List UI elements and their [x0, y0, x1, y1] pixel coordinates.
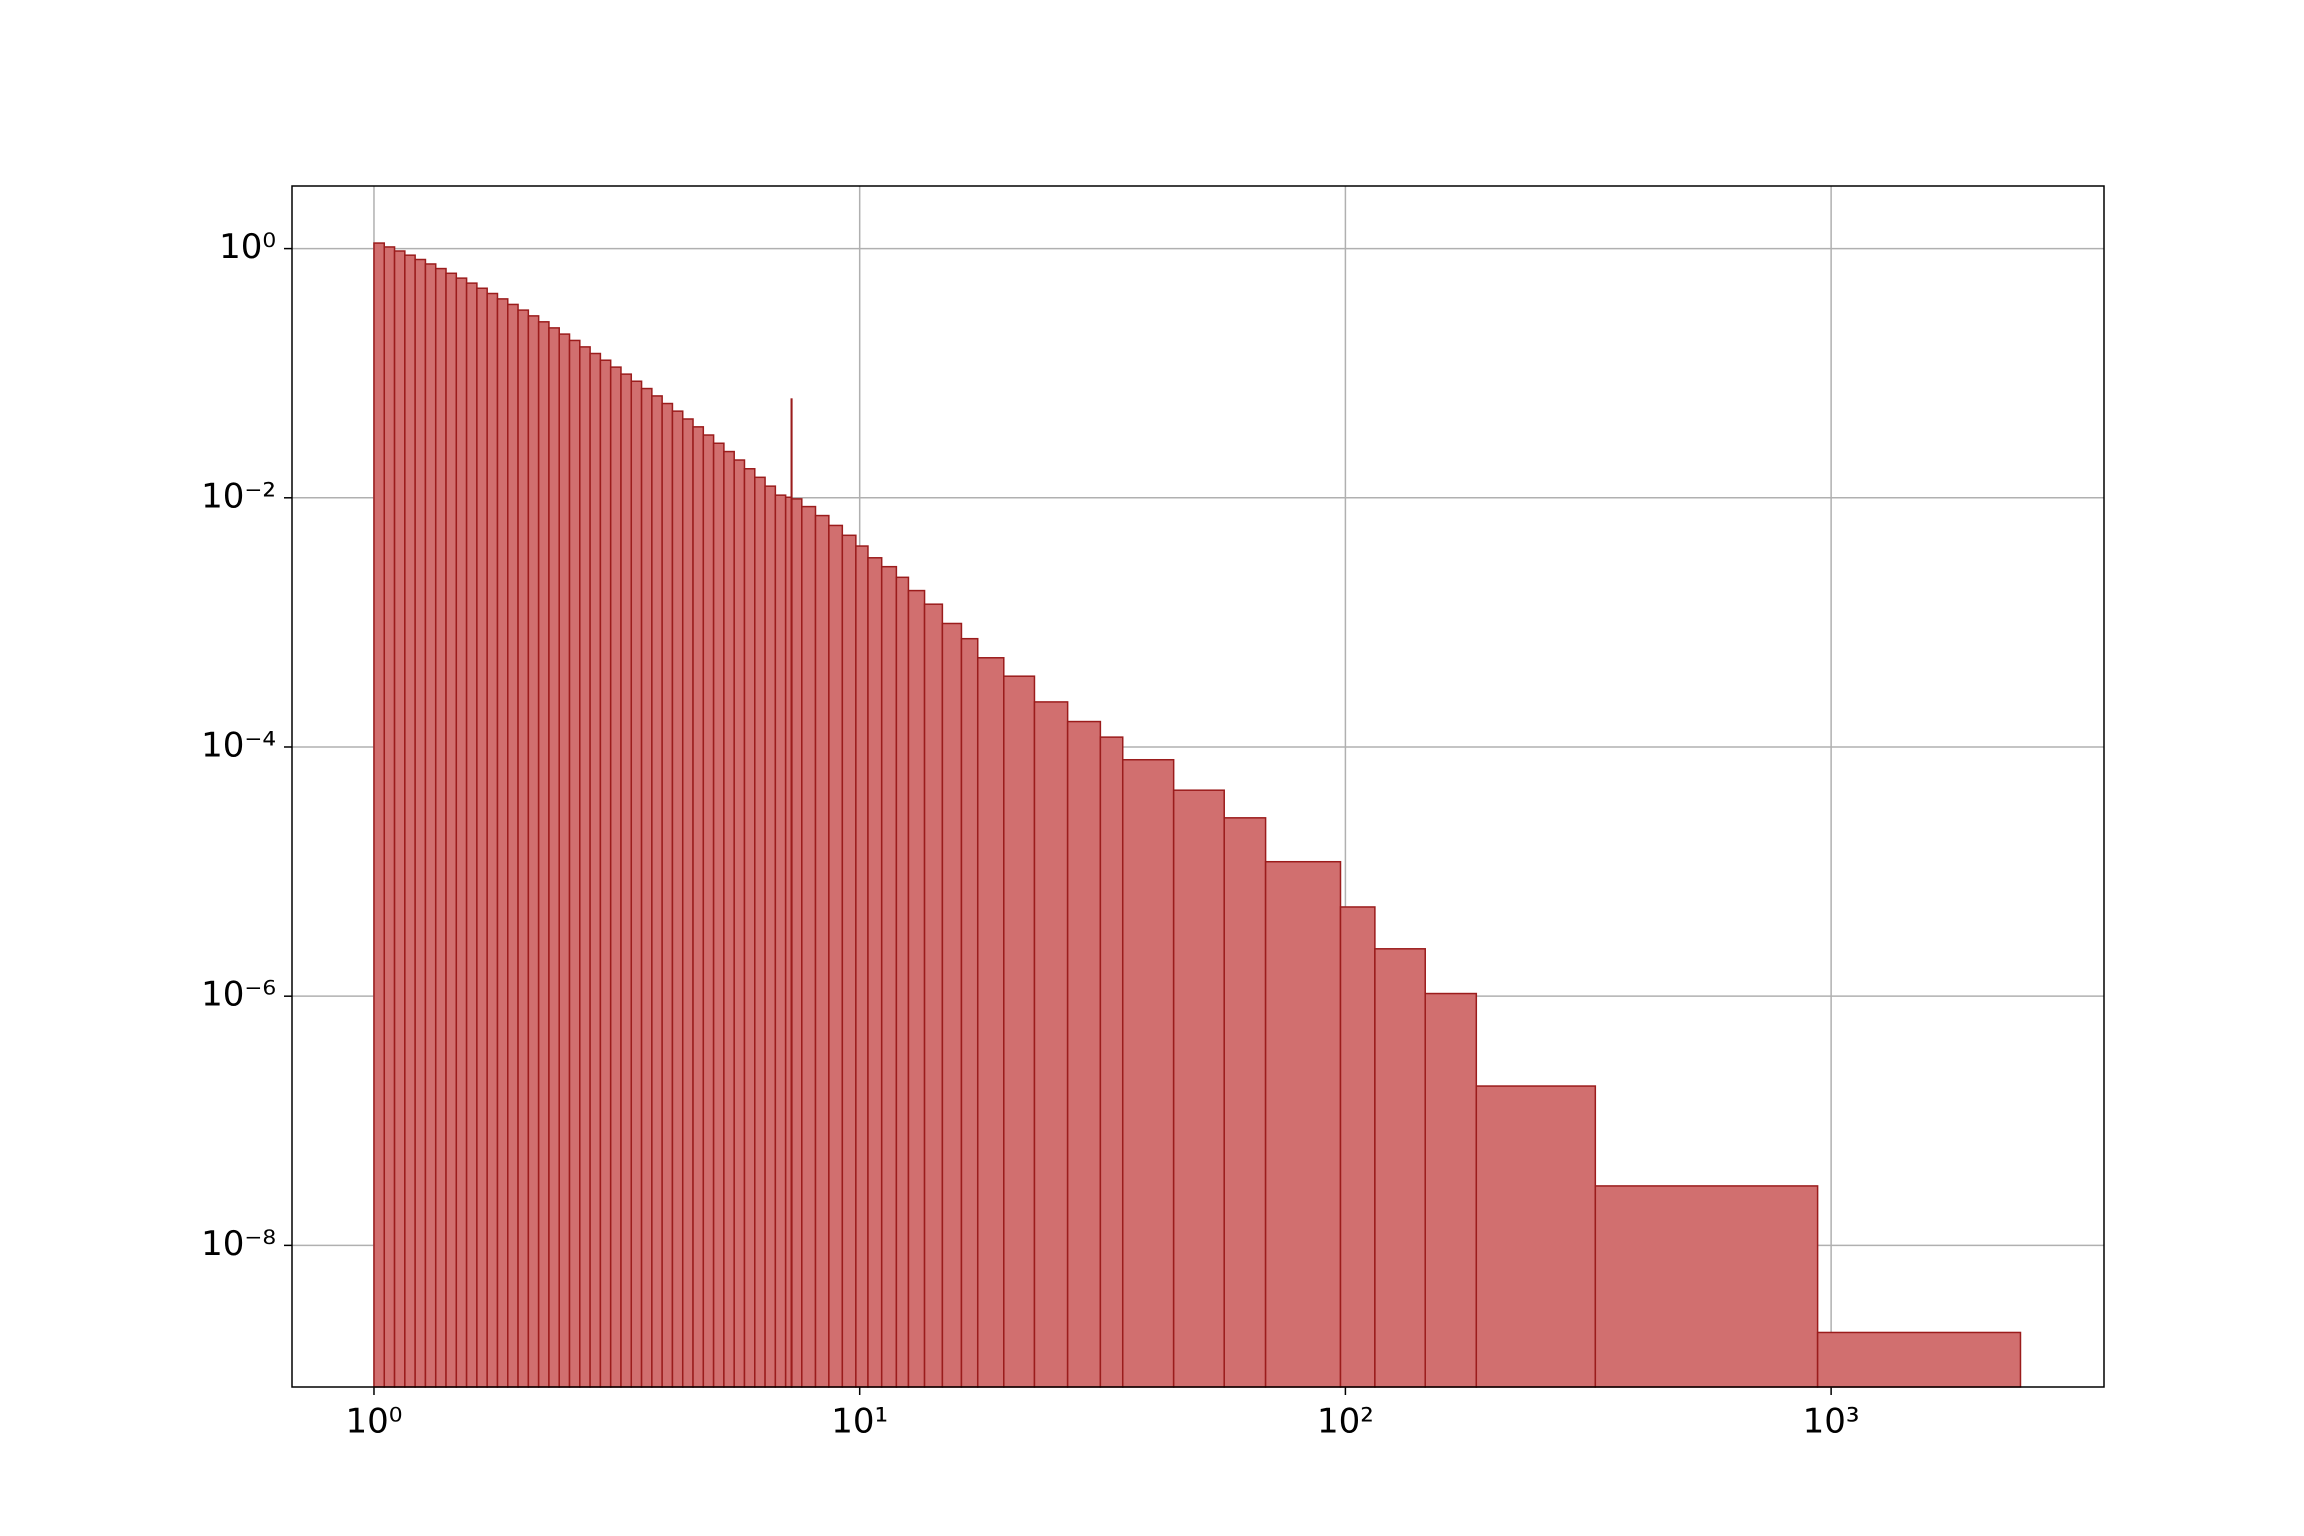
bar: [527, 315, 540, 1388]
bar: [558, 333, 571, 1388]
bar: [976, 657, 1005, 1388]
bar: [1594, 1185, 1819, 1388]
y-tick-label: 10⁻⁴: [201, 725, 276, 765]
bar: [507, 303, 519, 1388]
bar: [1121, 758, 1175, 1388]
bar: [589, 352, 602, 1388]
bar: [486, 292, 499, 1388]
bar: [414, 258, 427, 1388]
bar: [1339, 906, 1376, 1388]
bar: [393, 250, 406, 1388]
bar: [692, 426, 705, 1388]
bar: [537, 321, 550, 1388]
y-tick-label: 10⁻⁶: [201, 975, 276, 1015]
bar: [907, 589, 926, 1388]
bar: [465, 282, 478, 1388]
bar: [434, 267, 447, 1388]
bar: [923, 603, 944, 1388]
bar: [517, 309, 530, 1388]
bar: [814, 514, 830, 1388]
bar: [651, 395, 663, 1388]
x-tick-label: 10⁰: [346, 1402, 403, 1442]
bar: [743, 468, 756, 1388]
bar: [568, 339, 581, 1388]
bar: [373, 242, 386, 1388]
bar: [784, 496, 793, 1388]
bar: [880, 565, 898, 1388]
y-tick-label: 10⁻⁸: [201, 1224, 276, 1264]
bar: [620, 373, 633, 1388]
axes-frame: [291, 185, 2105, 1388]
bar: [733, 459, 746, 1388]
bar: [383, 246, 396, 1388]
bar: [723, 450, 735, 1388]
y-tick-label: 10⁰: [219, 227, 276, 267]
bar: [941, 622, 963, 1388]
y-tick-label: 10⁻²: [201, 476, 276, 516]
bar: [1033, 701, 1069, 1388]
bar: [702, 434, 715, 1388]
bar: [1223, 817, 1267, 1388]
bar: [828, 524, 844, 1388]
bar: [1099, 736, 1124, 1388]
bar: [476, 287, 488, 1388]
bar: [424, 263, 437, 1388]
bar: [640, 387, 653, 1388]
bar: [599, 359, 612, 1388]
bar: [867, 557, 883, 1388]
bar: [791, 498, 803, 1388]
bar: [579, 346, 591, 1388]
x-tick-label: 10¹: [831, 1402, 888, 1442]
bar: [681, 418, 694, 1388]
bar: [609, 366, 622, 1388]
x-tick-label: 10²: [1317, 1402, 1374, 1442]
bar: [1816, 1331, 2022, 1388]
bar: [661, 402, 674, 1388]
bar: [855, 545, 869, 1388]
bar: [764, 485, 777, 1388]
bar: [895, 576, 910, 1388]
bar: [754, 476, 766, 1388]
bar: [404, 254, 416, 1388]
x-tick-label: 10³: [1803, 1402, 1860, 1442]
bar: [630, 380, 643, 1388]
bar: [455, 277, 468, 1388]
bar: [1066, 720, 1102, 1388]
bar: [1264, 860, 1342, 1388]
bar: [712, 442, 725, 1388]
bar: [841, 534, 857, 1388]
bar: [1374, 948, 1426, 1388]
bar: [960, 637, 979, 1388]
bar: [445, 272, 458, 1388]
bar: [1003, 675, 1036, 1388]
bar: [671, 410, 684, 1388]
bar: [1475, 1085, 1597, 1388]
bar: [496, 298, 509, 1388]
bar: [774, 494, 787, 1388]
bar: [1172, 789, 1225, 1388]
bar: [801, 505, 817, 1388]
bar: [1424, 992, 1478, 1388]
bar: [548, 327, 560, 1388]
